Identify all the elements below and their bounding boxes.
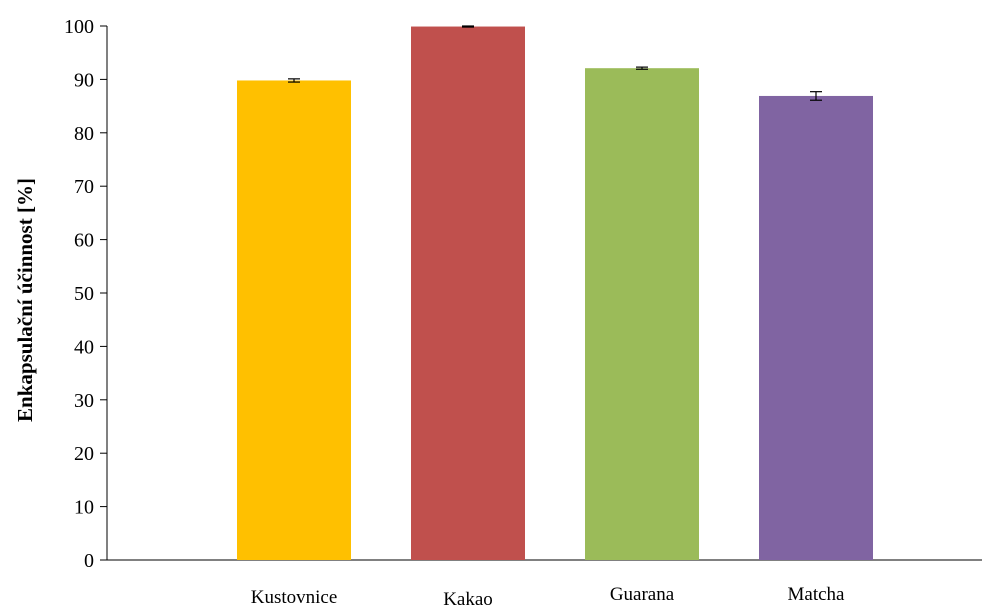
error-bar-matcha [810, 91, 822, 101]
error-bar-kustovnice [288, 78, 300, 83]
x-tick-label: Matcha [788, 584, 846, 605]
y-tick-label: 90 [74, 69, 94, 91]
y-tick-label: 80 [74, 123, 94, 145]
bars [237, 25, 873, 561]
bar-kakao [411, 26, 525, 561]
y-axis: 0 10 20 30 40 50 60 70 80 90 100 [64, 16, 108, 572]
y-tick-label: 60 [74, 230, 94, 252]
y-tick-label: 0 [84, 550, 94, 572]
y-axis-title: Enkapsulační účinnost [%] [13, 178, 37, 422]
x-tick-label: Kustovnice [251, 587, 338, 608]
x-tick-label: Guarana [610, 584, 675, 605]
y-tick-label: 70 [74, 176, 94, 198]
y-tick-label: 10 [74, 497, 94, 519]
bar-guarana [585, 68, 699, 560]
category-labels: Kustovnice Kakao Guarana Matcha [251, 584, 845, 608]
bar-matcha [759, 95, 873, 560]
error-bar-guarana [636, 66, 648, 70]
bar-kustovnice [237, 80, 351, 560]
error-bar-kakao [462, 25, 474, 28]
y-tick-label: 40 [74, 336, 94, 358]
x-tick-label: Kakao [443, 589, 493, 608]
y-tick-label: 100 [64, 16, 94, 38]
y-tick-label: 50 [74, 283, 94, 305]
y-tick-label: 30 [74, 390, 94, 412]
y-tick-label: 20 [74, 443, 94, 465]
